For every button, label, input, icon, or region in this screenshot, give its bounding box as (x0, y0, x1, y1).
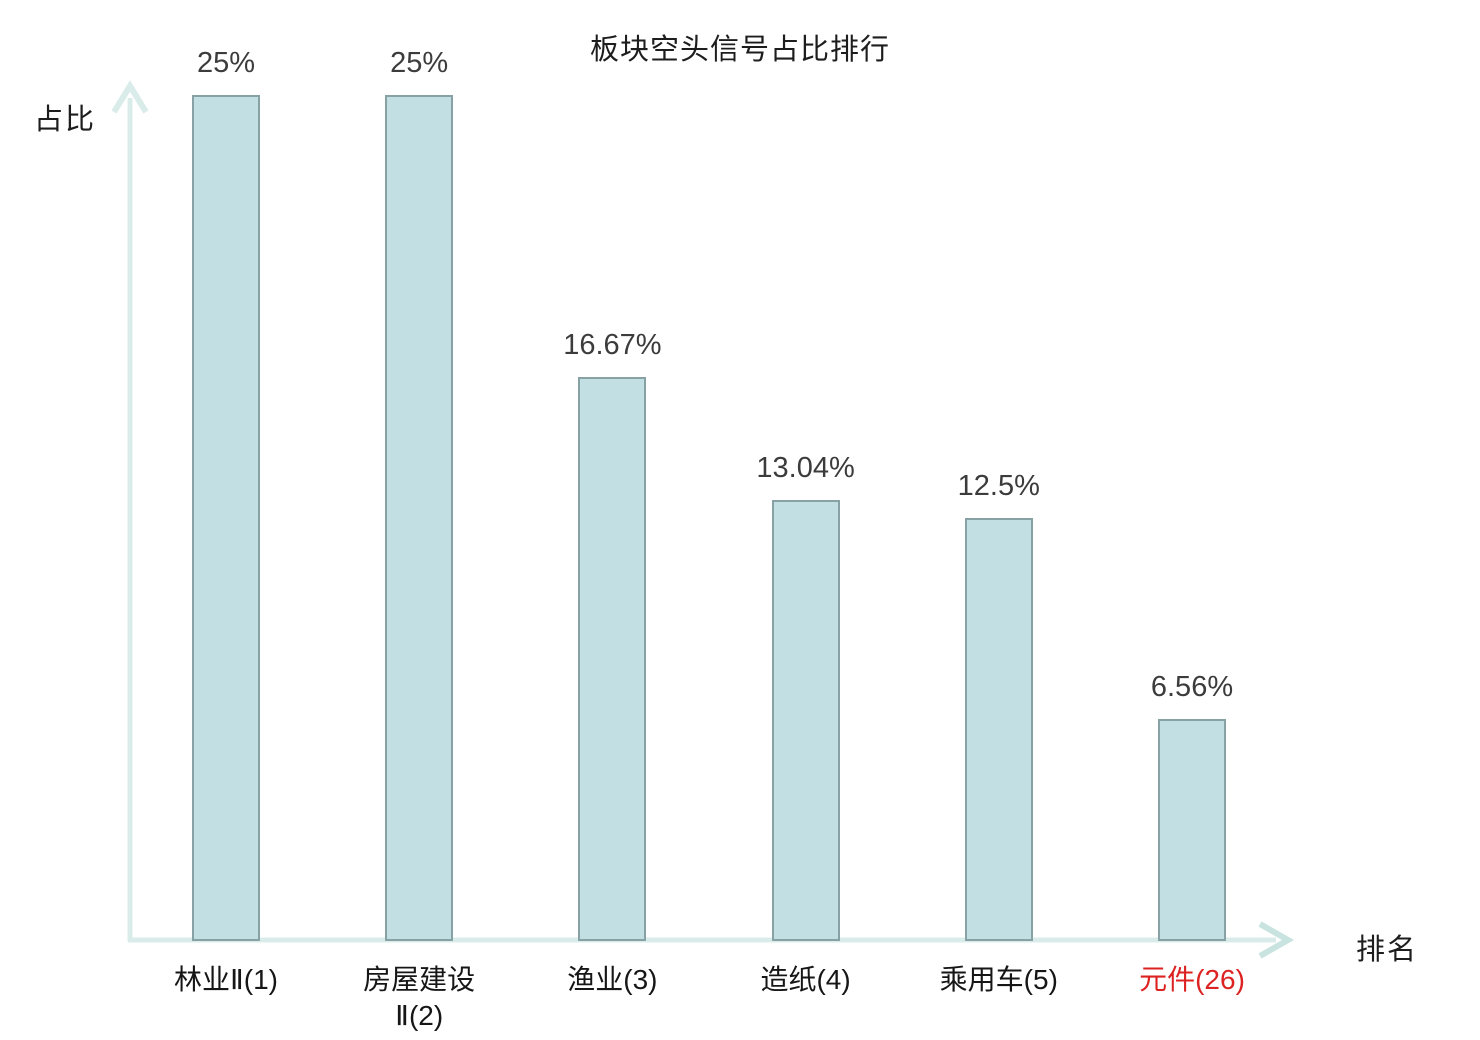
bar (964, 518, 1033, 941)
bar (385, 95, 454, 941)
bar-value-label: 16.67% (563, 329, 662, 361)
bar-category-label: 林业Ⅱ(1) (173, 964, 278, 995)
bar (578, 377, 647, 941)
bar-category-label: 房屋建设 Ⅱ(2) (363, 964, 476, 1031)
y-axis-arrow-icon (111, 80, 149, 114)
bar-category-label: 渔业(3) (567, 964, 658, 995)
bar-category-label: 乘用车(5) (939, 964, 1058, 995)
bar (1158, 719, 1226, 941)
x-axis-title: 排名 (1356, 934, 1419, 966)
bar-value-label: 25% (390, 47, 449, 79)
bar-value-label: 25% (196, 47, 256, 79)
chart-title: 板块空头信号占比排行 (589, 34, 890, 66)
bar (192, 95, 260, 941)
bar-value-label: 6.56% (1150, 671, 1234, 703)
y-axis-title: 占比 (34, 104, 97, 136)
bar-category-label: 元件(26) (1139, 964, 1245, 995)
bar-category-label: 造纸(4) (760, 964, 851, 995)
bar-value-label: 13.04% (756, 452, 855, 484)
bar (771, 500, 840, 941)
bar-value-label: 12.5% (957, 470, 1040, 502)
x-axis-arrow-icon (1258, 921, 1295, 959)
